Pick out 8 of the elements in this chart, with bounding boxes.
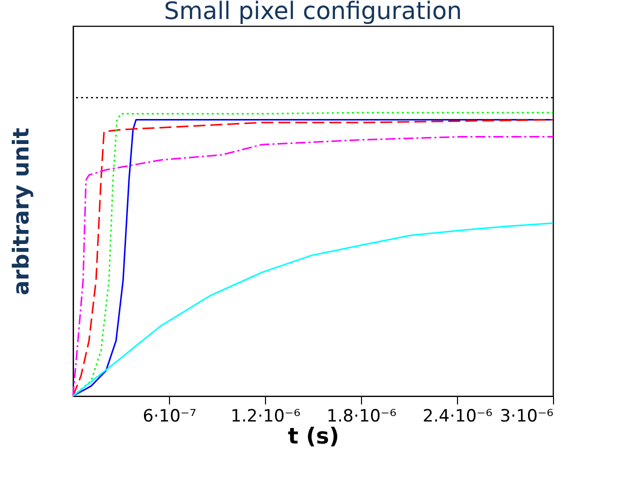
y-axis-title: arbitrary unit [10, 127, 34, 296]
x-tick-label: 3·10⁻⁶ [500, 406, 554, 426]
x-tick-label: 1.8·10⁻⁶ [326, 406, 397, 426]
x-tick-label: 1.2·10⁻⁶ [230, 406, 301, 426]
x-tick-label: 2.4·10⁻⁶ [422, 406, 493, 426]
x-axis-title: t (s) [288, 424, 340, 450]
x-tick-label: 6·10⁻⁷ [142, 406, 197, 426]
chart-title: Small pixel configuration [164, 0, 462, 25]
